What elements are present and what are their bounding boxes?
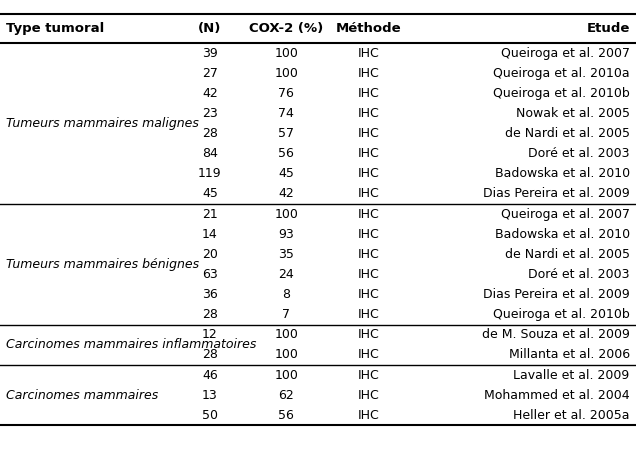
Text: Mohammed et al. 2004: Mohammed et al. 2004 xyxy=(484,389,630,402)
Text: 14: 14 xyxy=(202,228,218,241)
Text: 45: 45 xyxy=(279,168,294,180)
Text: Queiroga et al. 2010b: Queiroga et al. 2010b xyxy=(493,308,630,321)
Text: Queiroga et al. 2007: Queiroga et al. 2007 xyxy=(501,208,630,220)
Text: de Nardi et al. 2005: de Nardi et al. 2005 xyxy=(504,127,630,140)
Text: 63: 63 xyxy=(202,268,218,281)
Text: IHC: IHC xyxy=(358,389,380,402)
Text: 42: 42 xyxy=(202,87,218,100)
Text: 36: 36 xyxy=(202,288,218,301)
Text: IHC: IHC xyxy=(358,188,380,200)
Text: Doré et al. 2003: Doré et al. 2003 xyxy=(528,147,630,160)
Text: 20: 20 xyxy=(202,248,218,261)
Text: de M. Souza et al. 2009: de M. Souza et al. 2009 xyxy=(481,329,630,341)
Text: 56: 56 xyxy=(279,147,294,160)
Text: 119: 119 xyxy=(198,168,222,180)
Text: 13: 13 xyxy=(202,389,218,402)
Text: 27: 27 xyxy=(202,67,218,80)
Text: Nowak et al. 2005: Nowak et al. 2005 xyxy=(516,107,630,120)
Text: 39: 39 xyxy=(202,47,218,59)
Text: 100: 100 xyxy=(274,208,298,220)
Text: IHC: IHC xyxy=(358,107,380,120)
Text: Queiroga et al. 2010a: Queiroga et al. 2010a xyxy=(493,67,630,80)
Text: Queiroga et al. 2007: Queiroga et al. 2007 xyxy=(501,47,630,59)
Text: IHC: IHC xyxy=(358,369,380,381)
Text: 84: 84 xyxy=(202,147,218,160)
Text: IHC: IHC xyxy=(358,147,380,160)
Text: Doré et al. 2003: Doré et al. 2003 xyxy=(528,268,630,281)
Text: IHC: IHC xyxy=(358,228,380,241)
Text: 42: 42 xyxy=(279,188,294,200)
Text: Dias Pereira et al. 2009: Dias Pereira et al. 2009 xyxy=(483,188,630,200)
Text: 56: 56 xyxy=(279,409,294,422)
Text: IHC: IHC xyxy=(358,268,380,281)
Text: 100: 100 xyxy=(274,349,298,361)
Text: 57: 57 xyxy=(278,127,294,140)
Text: Dias Pereira et al. 2009: Dias Pereira et al. 2009 xyxy=(483,288,630,301)
Text: de Nardi et al. 2005: de Nardi et al. 2005 xyxy=(504,248,630,261)
Text: 24: 24 xyxy=(279,268,294,281)
Text: COX-2 (%): COX-2 (%) xyxy=(249,22,323,35)
Text: 28: 28 xyxy=(202,308,218,321)
Text: Tumeurs mammaires malignes: Tumeurs mammaires malignes xyxy=(6,117,199,130)
Text: 12: 12 xyxy=(202,329,218,341)
Text: 93: 93 xyxy=(279,228,294,241)
Text: IHC: IHC xyxy=(358,409,380,422)
Text: IHC: IHC xyxy=(358,329,380,341)
Text: Badowska et al. 2010: Badowska et al. 2010 xyxy=(495,168,630,180)
Text: Etude: Etude xyxy=(586,22,630,35)
Text: Carcinomes mammaires: Carcinomes mammaires xyxy=(6,389,158,402)
Text: 28: 28 xyxy=(202,349,218,361)
Text: 100: 100 xyxy=(274,369,298,381)
Text: 46: 46 xyxy=(202,369,218,381)
Text: 100: 100 xyxy=(274,329,298,341)
Text: Type tumoral: Type tumoral xyxy=(6,22,104,35)
Text: 28: 28 xyxy=(202,127,218,140)
Text: IHC: IHC xyxy=(358,67,380,80)
Text: Queiroga et al. 2010b: Queiroga et al. 2010b xyxy=(493,87,630,100)
Text: Millanta et al. 2006: Millanta et al. 2006 xyxy=(509,349,630,361)
Text: 74: 74 xyxy=(279,107,294,120)
Text: Tumeurs mammaires bénignes: Tumeurs mammaires bénignes xyxy=(6,258,200,271)
Text: 45: 45 xyxy=(202,188,218,200)
Text: 8: 8 xyxy=(282,288,290,301)
Text: Méthode: Méthode xyxy=(336,22,402,35)
Text: Carcinomes mammaires inflammatoires: Carcinomes mammaires inflammatoires xyxy=(6,338,257,351)
Text: IHC: IHC xyxy=(358,308,380,321)
Text: Heller et al. 2005a: Heller et al. 2005a xyxy=(513,409,630,422)
Text: IHC: IHC xyxy=(358,87,380,100)
Text: IHC: IHC xyxy=(358,288,380,301)
Text: 62: 62 xyxy=(279,389,294,402)
Text: IHC: IHC xyxy=(358,208,380,220)
Text: 21: 21 xyxy=(202,208,218,220)
Text: IHC: IHC xyxy=(358,127,380,140)
Text: 76: 76 xyxy=(279,87,294,100)
Text: 100: 100 xyxy=(274,47,298,59)
Text: Lavalle et al. 2009: Lavalle et al. 2009 xyxy=(513,369,630,381)
Text: (N): (N) xyxy=(198,22,221,35)
Text: 23: 23 xyxy=(202,107,218,120)
Text: IHC: IHC xyxy=(358,248,380,261)
Text: IHC: IHC xyxy=(358,349,380,361)
Text: IHC: IHC xyxy=(358,47,380,59)
Text: IHC: IHC xyxy=(358,168,380,180)
Text: Badowska et al. 2010: Badowska et al. 2010 xyxy=(495,228,630,241)
Text: 7: 7 xyxy=(282,308,290,321)
Text: 35: 35 xyxy=(279,248,294,261)
Text: 100: 100 xyxy=(274,67,298,80)
Text: 50: 50 xyxy=(202,409,218,422)
